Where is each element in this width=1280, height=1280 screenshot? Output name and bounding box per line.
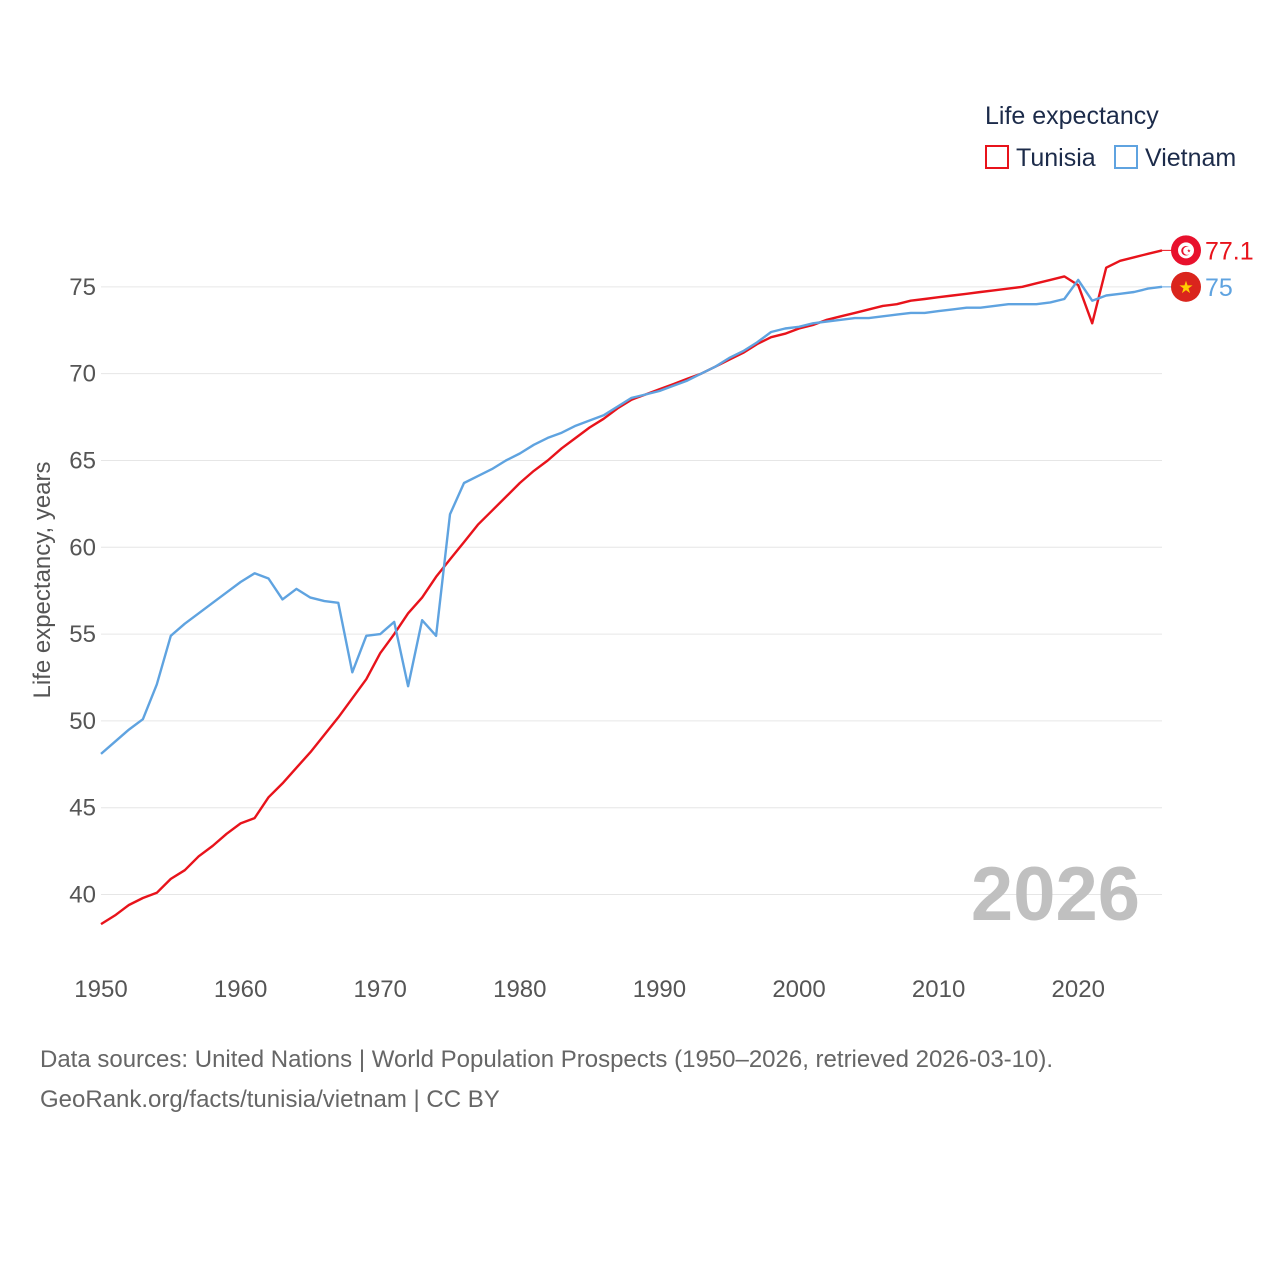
x-tick-label-1980: 1980 (493, 976, 546, 1003)
tunisia-flag-icon-symbol: ☪ (1180, 243, 1192, 258)
legend-title: Life expectancy (985, 102, 1159, 130)
end-label-tunisia: 77.1 (1205, 237, 1254, 265)
source-line-2[interactable]: GeoRank.org/facts/tunisia/vietnam | CC B… (40, 1086, 500, 1113)
y-tick-label-55: 55 (69, 621, 96, 648)
y-tick-label-70: 70 (69, 361, 96, 388)
year-watermark: 2026 (971, 852, 1140, 937)
source-line-1: Data sources: United Nations | World Pop… (40, 1046, 1054, 1073)
tunisia-flag-icon: ☪ (1171, 235, 1201, 266)
end-markers: ☪ 77.1 ★ 75 (1162, 235, 1254, 302)
legend-swatch-vietnam[interactable] (1114, 145, 1138, 169)
tunisia-flag-icon-inner (1178, 242, 1194, 259)
y-tick-label-40: 40 (69, 882, 96, 909)
x-tick-labels: 1950 1960 1970 1980 1990 2000 2010 2020 (74, 976, 1105, 1003)
legend-label-tunisia[interactable]: Tunisia (1016, 144, 1096, 172)
series-lines (100, 249, 1163, 926)
end-label-vietnam: 75 (1205, 274, 1233, 302)
legend: Life expectancy Tunisia Vietnam (985, 102, 1236, 172)
legend-label-vietnam[interactable]: Vietnam (1145, 144, 1236, 172)
series-line-vietnam[interactable] (100, 278, 1163, 755)
x-tick-label-1970: 1970 (354, 976, 407, 1003)
x-tick-label-1950: 1950 (74, 976, 127, 1003)
y-axis-title: Life expectancy, years (29, 461, 56, 698)
y-tick-label-60: 60 (69, 534, 96, 561)
y-tick-label-45: 45 (69, 795, 96, 822)
x-tick-label-1990: 1990 (633, 976, 686, 1003)
y-tick-label-50: 50 (69, 708, 96, 735)
x-tick-label-2020: 2020 (1052, 976, 1105, 1003)
series-line-tunisia[interactable] (100, 249, 1163, 926)
x-tick-label-2000: 2000 (772, 976, 825, 1003)
grid (101, 286, 1162, 896)
legend-swatch-tunisia[interactable] (985, 145, 1009, 169)
y-tick-label-65: 65 (69, 447, 96, 474)
x-tick-label-1960: 1960 (214, 976, 267, 1003)
vietnam-flag-icon-disc (1171, 271, 1201, 302)
y-tick-label-75: 75 (69, 274, 96, 301)
vietnam-flag-icon-symbol: ★ (1178, 278, 1193, 297)
y-tick-labels: 40 45 50 55 60 65 70 75 (69, 274, 96, 909)
vietnam-flag-icon: ★ (1171, 271, 1201, 302)
source-note: Data sources: United Nations | World Pop… (40, 1040, 1053, 1120)
x-tick-label-2010: 2010 (912, 976, 965, 1003)
